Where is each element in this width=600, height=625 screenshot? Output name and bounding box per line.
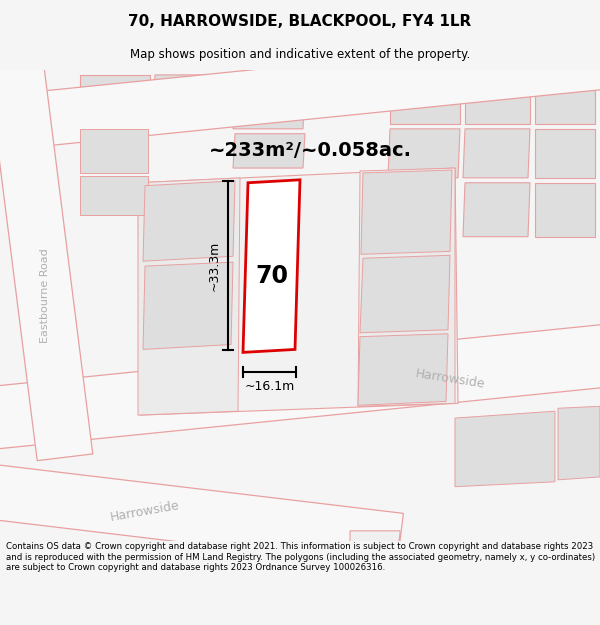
Polygon shape [463, 182, 530, 237]
Polygon shape [153, 75, 220, 124]
Polygon shape [0, 33, 600, 151]
Polygon shape [138, 168, 458, 415]
Text: ~33.3m: ~33.3m [208, 241, 221, 291]
Polygon shape [361, 170, 452, 254]
Polygon shape [0, 323, 600, 449]
Polygon shape [80, 176, 148, 215]
Text: 70, HARROWSIDE, BLACKPOOL, FY4 1LR: 70, HARROWSIDE, BLACKPOOL, FY4 1LR [128, 14, 472, 29]
Text: Harrowside: Harrowside [414, 367, 486, 391]
Text: Contains OS data © Crown copyright and database right 2021. This information is : Contains OS data © Crown copyright and d… [6, 542, 595, 572]
Polygon shape [558, 406, 600, 480]
Text: ~16.1m: ~16.1m [244, 380, 295, 393]
Polygon shape [358, 168, 455, 406]
Polygon shape [535, 75, 595, 124]
Polygon shape [535, 129, 595, 178]
Polygon shape [0, 464, 403, 568]
Text: Harrowside: Harrowside [109, 499, 181, 524]
Wedge shape [350, 531, 400, 580]
Text: 70: 70 [256, 264, 289, 288]
Polygon shape [138, 178, 240, 415]
Polygon shape [143, 181, 235, 261]
Polygon shape [360, 255, 450, 332]
Polygon shape [535, 182, 595, 237]
Polygon shape [388, 129, 460, 178]
Text: ~233m²/~0.058ac.: ~233m²/~0.058ac. [209, 141, 412, 160]
Polygon shape [243, 180, 300, 352]
Polygon shape [465, 75, 530, 124]
Polygon shape [233, 134, 305, 168]
Polygon shape [0, 57, 93, 461]
Text: Map shows position and indicative extent of the property.: Map shows position and indicative extent… [130, 48, 470, 61]
Polygon shape [80, 75, 150, 124]
Polygon shape [80, 129, 148, 173]
Polygon shape [463, 129, 530, 178]
Polygon shape [233, 75, 305, 129]
Polygon shape [390, 75, 460, 124]
Text: Eastbourne Road: Eastbourne Road [40, 248, 50, 343]
Polygon shape [455, 411, 555, 487]
Polygon shape [358, 334, 448, 406]
Polygon shape [143, 262, 233, 349]
